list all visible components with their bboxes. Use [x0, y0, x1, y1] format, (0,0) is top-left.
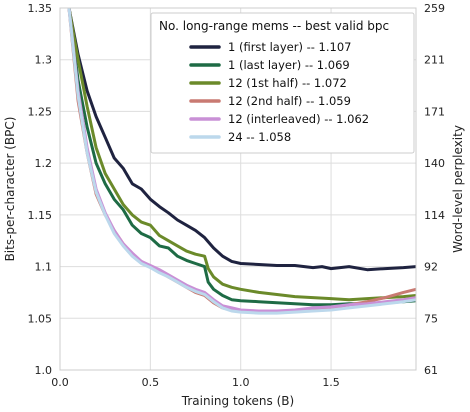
y-tick-label: 1.35	[28, 2, 53, 15]
y-tick-label: 1.25	[28, 105, 53, 118]
series-line-1	[67, 8, 416, 272]
legend-entry-label: 1 (last layer) -- 1.069	[228, 58, 350, 72]
y-tick-label: 1.0	[35, 364, 53, 377]
legend-entry-label: 1 (first layer) -- 1.107	[228, 40, 351, 54]
y-axis-label: Bits-per-character (BPC)	[3, 117, 17, 262]
x-tick-label: 0.0	[51, 376, 69, 389]
tick-labels: 0.0 0.5 1.0 1.5 1.0 1.05 1.1 1.15 1.2 1.25 1.3 1.35…	[28, 2, 446, 389]
y2-tick-label: 259	[424, 2, 445, 15]
series-lines	[67, 8, 416, 315]
y2-tick-label: 140	[424, 157, 445, 170]
y2-axis-label: Word-level perplexity	[451, 125, 465, 253]
x-tick-label: 1.5	[322, 376, 340, 389]
y-tick-label: 1.05	[28, 312, 53, 325]
legend-entry-label: 24 -- 1.058	[228, 130, 291, 144]
y-tick-label: 1.1	[35, 261, 53, 274]
series-line-2	[67, 8, 416, 307]
y-tick-label: 1.2	[35, 157, 53, 170]
y2-tick-label: 211	[424, 54, 445, 67]
series-line-6	[67, 8, 416, 315]
y2-tick-label: 61	[424, 364, 438, 377]
legend-entry-label: 12 (interleaved) -- 1.062	[228, 112, 369, 126]
x-tick-label: 1.0	[232, 376, 250, 389]
y-tick-label: 1.15	[28, 209, 53, 222]
y2-tick-label: 92	[424, 261, 438, 274]
y2-tick-label: 114	[424, 209, 445, 222]
legend-entry-label: 12 (2nd half) -- 1.059	[228, 94, 351, 108]
y2-tick-label: 171	[424, 105, 445, 118]
x-tick-label: 0.5	[142, 376, 160, 389]
legend-title: No. long-range mems -- best valid bpc	[159, 19, 389, 33]
y2-tick-label: 75	[424, 312, 438, 325]
plot-frame	[59, 7, 417, 371]
legend-entry-label: 12 (1st half) -- 1.072	[228, 76, 347, 90]
series-line-3	[67, 8, 416, 302]
x-axis-label: Training tokens (B)	[181, 394, 294, 408]
y-tick-label: 1.3	[35, 54, 53, 67]
legend: No. long-range mems -- best valid bpc 1 …	[150, 12, 415, 154]
